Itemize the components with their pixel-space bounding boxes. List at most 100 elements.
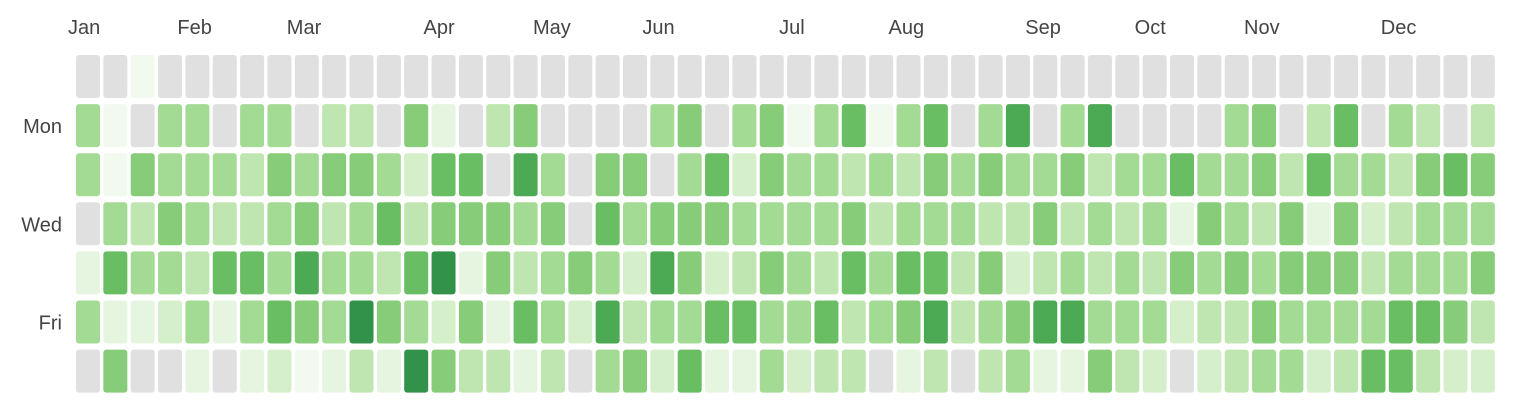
heatmap-cell <box>923 251 948 295</box>
heatmap-cell <box>322 55 347 98</box>
heatmap-cell <box>540 153 565 197</box>
heatmap-cell <box>1470 55 1495 98</box>
heatmap-cell <box>431 153 456 197</box>
heatmap-cell <box>1306 55 1331 98</box>
heatmap-cell <box>513 55 538 98</box>
heatmap-cell <box>1279 153 1304 197</box>
heatmap-cell <box>1388 300 1413 344</box>
heatmap-cell <box>103 251 128 295</box>
heatmap-cell <box>705 104 730 148</box>
heatmap-cell <box>458 300 483 344</box>
heatmap-cell <box>1142 202 1167 246</box>
heatmap-cell <box>923 300 948 344</box>
heatmap-cell <box>240 153 265 197</box>
heatmap-cell <box>787 300 812 344</box>
heatmap-cell <box>458 202 483 246</box>
heatmap-cell <box>677 251 702 295</box>
heatmap-cell <box>267 104 292 148</box>
heatmap-cell <box>677 349 702 393</box>
heatmap-cell <box>1306 202 1331 246</box>
heatmap-cell <box>650 202 675 246</box>
heatmap-cell <box>1087 202 1112 246</box>
heatmap-cell <box>212 349 237 393</box>
heatmap-cell <box>76 300 100 344</box>
heatmap-cell <box>1334 153 1359 197</box>
month-label: Jun <box>642 17 674 39</box>
heatmap-cell <box>486 300 511 344</box>
heatmap-cell <box>294 349 319 393</box>
heatmap-cell <box>677 153 702 197</box>
heatmap-cell <box>923 104 948 148</box>
heatmap-cell <box>486 104 511 148</box>
heatmap-cell <box>841 202 866 246</box>
heatmap-cell <box>732 202 757 246</box>
heatmap-cell <box>814 55 839 98</box>
heatmap-cell <box>1224 251 1249 295</box>
heatmap-cell <box>568 104 593 148</box>
heatmap-cell <box>1443 202 1468 246</box>
heatmap-cell <box>1279 300 1304 344</box>
heatmap-cell <box>650 153 675 197</box>
heatmap-cell <box>1361 349 1386 393</box>
heatmap-cell <box>1470 251 1495 295</box>
heatmap-cell <box>376 349 401 393</box>
heatmap-cell <box>76 202 100 246</box>
heatmap-cell <box>978 55 1003 98</box>
heatmap-cell <box>951 55 976 98</box>
heatmap-cell <box>212 153 237 197</box>
heatmap-cell <box>212 202 237 246</box>
heatmap-cell <box>1388 55 1413 98</box>
heatmap-cell <box>705 300 730 344</box>
heatmap-cell <box>650 104 675 148</box>
heatmap-cell <box>677 55 702 98</box>
heatmap-cell <box>623 251 647 295</box>
heatmap-cell <box>376 251 401 295</box>
heatmap-cell <box>677 202 702 246</box>
heatmap-cell <box>1388 202 1413 246</box>
heatmap-cell <box>623 202 647 246</box>
heatmap-cell <box>1416 55 1441 98</box>
heatmap-cell <box>1334 251 1359 295</box>
heatmap-cell <box>923 349 948 393</box>
heatmap-cell <box>732 349 757 393</box>
heatmap-cell <box>1197 300 1222 344</box>
heatmap-cell <box>103 349 128 393</box>
heatmap-cell <box>951 202 976 246</box>
heatmap-cell <box>240 251 265 295</box>
heatmap-cell <box>732 153 757 197</box>
heatmap-cell <box>294 251 319 295</box>
heatmap-cell <box>1142 251 1167 295</box>
heatmap-cell <box>568 153 593 197</box>
heatmap-cell <box>1416 153 1441 197</box>
heatmap-cell <box>267 251 292 295</box>
heatmap-cell <box>1224 153 1249 197</box>
heatmap-cell <box>431 104 456 148</box>
heatmap-cell <box>978 153 1003 197</box>
heatmap-cell <box>1361 104 1386 148</box>
heatmap-cell <box>978 104 1003 148</box>
heatmap-cell <box>1361 300 1386 344</box>
month-label: May <box>533 17 571 39</box>
heatmap-cell <box>349 251 374 295</box>
heatmap-cell <box>1416 349 1441 393</box>
heatmap-cell <box>486 349 511 393</box>
heatmap-cell <box>787 202 812 246</box>
heatmap-cell <box>841 55 866 98</box>
heatmap-cell <box>595 104 620 148</box>
heatmap-cell <box>869 251 894 295</box>
heatmap-cell <box>1005 55 1030 98</box>
heatmap-cell <box>1197 349 1222 393</box>
heatmap-cell <box>759 202 784 246</box>
heatmap-cell <box>158 202 183 246</box>
heatmap-cell <box>978 349 1003 393</box>
heatmap-cell <box>951 349 976 393</box>
heatmap-cell <box>1087 55 1112 98</box>
heatmap-cell <box>623 55 647 98</box>
heatmap-cell <box>1197 55 1222 98</box>
heatmap-cell <box>1443 349 1468 393</box>
heatmap-cell <box>1361 202 1386 246</box>
heatmap-cell <box>1170 300 1194 344</box>
heatmap-cell <box>1279 104 1304 148</box>
heatmap-cell <box>1170 251 1194 295</box>
heatmap-cell <box>978 251 1003 295</box>
